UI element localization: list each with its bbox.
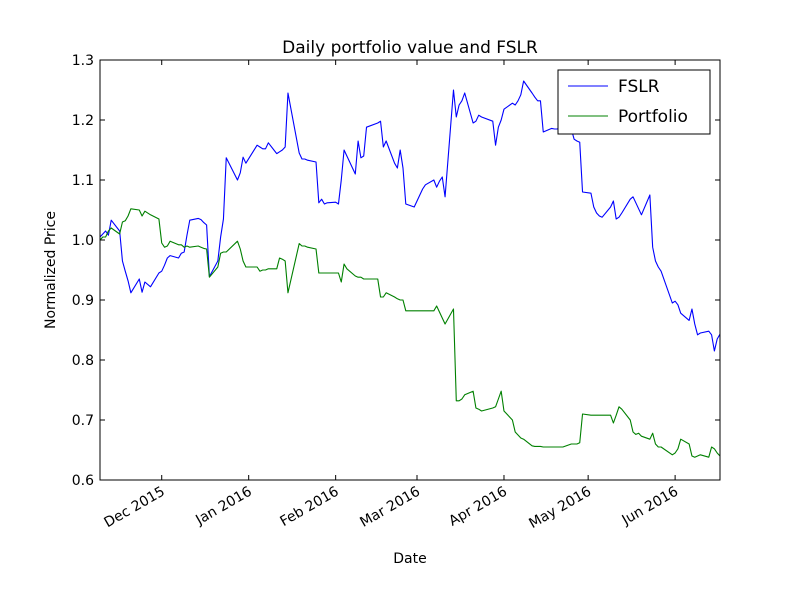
y-axis: 0.6 0.7 0.8 0.9 1.0 1.1 1.2 1.3 <box>72 53 720 489</box>
legend-label-fslr: FSLR <box>618 77 660 97</box>
legend-label-portfolio: Portfolio <box>618 107 688 127</box>
y-tick-label: 1.3 <box>72 53 94 69</box>
y-tick-label: 1.1 <box>72 173 94 189</box>
x-tick-label: Dec 2015 <box>102 484 168 531</box>
plot-frame <box>99 59 721 481</box>
y-tick-label: 0.7 <box>72 413 94 429</box>
legend: FSLR Portfolio <box>557 69 711 135</box>
y-tick-label: 0.8 <box>72 353 94 369</box>
chart-title: Daily portfolio value and FSLR <box>282 38 538 58</box>
y-tick-label: 0.6 <box>72 473 94 489</box>
x-tick-label: Jun 2016 <box>619 484 682 529</box>
plot-area <box>99 80 721 458</box>
x-tick-label: Mar 2016 <box>357 484 423 531</box>
series-line-fslr <box>99 80 721 352</box>
y-tick-label: 1.2 <box>72 113 94 129</box>
legend-box <box>557 69 711 135</box>
y-axis-label: Normalized Price <box>43 211 59 329</box>
x-tick-label: May 2016 <box>526 484 594 532</box>
x-tick-label: Jan 2016 <box>192 484 254 529</box>
y-tick-label: 0.9 <box>72 293 94 309</box>
x-tick-label: Feb 2016 <box>277 484 341 530</box>
x-tick-label: Apr 2016 <box>446 484 510 530</box>
series-line-portfolio <box>99 208 721 458</box>
x-axis-label: Date <box>393 551 426 567</box>
y-tick-label: 1.0 <box>72 233 94 249</box>
